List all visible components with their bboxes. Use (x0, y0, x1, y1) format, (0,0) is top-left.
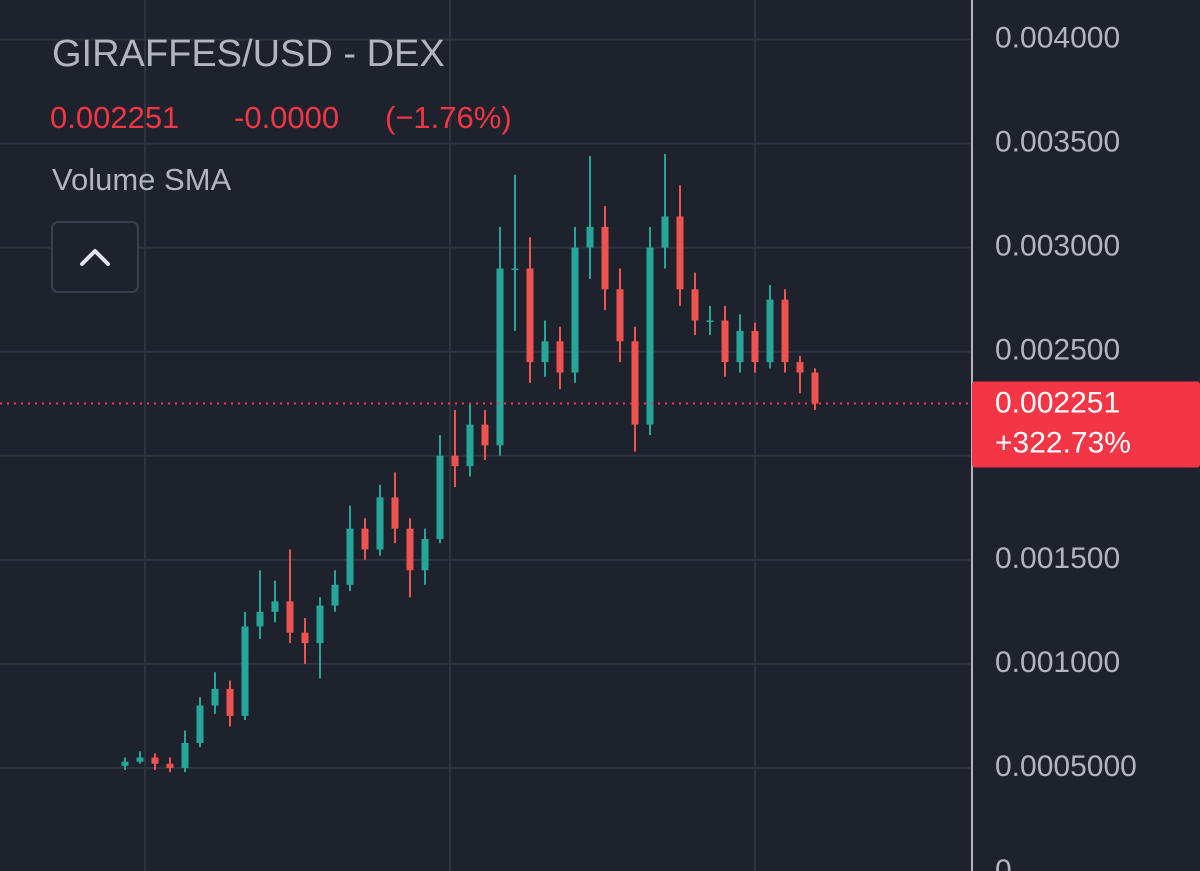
y-tick-label: 0.003500 (995, 126, 1120, 159)
candle-body (526, 268, 534, 363)
candle-body (601, 226, 609, 290)
candle-body (421, 539, 429, 571)
indicator-label: Volume SMA (52, 162, 232, 197)
last-price-label: 0.002251 (995, 386, 1120, 419)
change-percent: (−1.76%) (385, 100, 512, 135)
candle-body (751, 330, 759, 363)
candle-body (481, 424, 489, 446)
candle-body (706, 320, 714, 322)
candle-body (721, 320, 729, 363)
y-tick-label: 0.003000 (995, 230, 1120, 263)
candles (121, 154, 819, 773)
candle-body (226, 688, 234, 716)
candle-body (331, 584, 339, 606)
candle-body (541, 341, 549, 363)
candle-body (781, 299, 789, 363)
candle-body (496, 268, 504, 446)
y-tick-label: 0.002500 (995, 334, 1120, 367)
change-label: +322.73% (995, 426, 1131, 459)
candle-body (406, 528, 414, 571)
change: -0.0000 (234, 100, 339, 135)
y-tick-label: 0.0005000 (995, 750, 1137, 783)
candle-body (451, 455, 459, 467)
y-tick-label: 0.001500 (995, 542, 1120, 575)
candle-body (181, 742, 189, 768)
candle-body (631, 341, 639, 425)
candle-body (211, 688, 219, 706)
candle-body (436, 455, 444, 540)
y-tick-label: 0.004000 (995, 21, 1120, 54)
candle-body (166, 763, 174, 768)
price: 0.002251 (50, 100, 179, 135)
candle-body (136, 757, 144, 762)
collapse-button[interactable] (51, 221, 139, 293)
candle-body (361, 528, 369, 550)
candle-body (286, 601, 294, 633)
candle-body (196, 705, 204, 743)
candle-body (466, 424, 474, 467)
candle-body (676, 216, 684, 290)
candle-body (121, 761, 129, 766)
y-tick-label: 0.001000 (995, 646, 1120, 679)
candle-body (556, 341, 564, 373)
candle-body (391, 497, 399, 529)
candle-body (586, 226, 594, 248)
grid (0, 0, 970, 871)
candle-body (766, 299, 774, 363)
candle-body (316, 605, 324, 644)
candle-body (616, 289, 624, 342)
candle-body (346, 528, 354, 585)
candle-body (661, 216, 669, 248)
candle-body (256, 611, 264, 627)
candle-body (571, 247, 579, 373)
candle-body (376, 497, 384, 550)
candle-body (691, 289, 699, 321)
candle-body (796, 362, 804, 373)
chart-title: GIRAFFES/USD - DEX (52, 33, 445, 75)
candle-body (736, 330, 744, 363)
candle-body (811, 372, 819, 404)
candle-body (151, 757, 159, 764)
candle-body (301, 632, 309, 644)
chevron-icon (80, 249, 110, 266)
candle-body (511, 268, 519, 270)
candle-body (241, 626, 249, 716)
candle-body (646, 247, 654, 425)
y-tick-label: 0 (995, 854, 1012, 871)
candle-body (271, 601, 279, 612)
last-price-label-box (972, 381, 1200, 468)
